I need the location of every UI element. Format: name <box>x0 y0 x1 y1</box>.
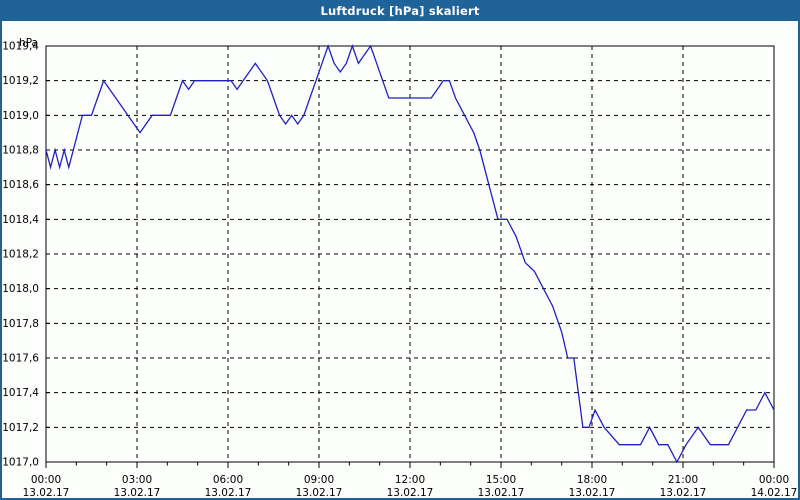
y-axis-tick-labels: 1019,4 1019,2 1019,0 1018,8 1018,6 1018,4 1018… <box>2 41 39 469</box>
x-axis-time-label: 00:00 <box>759 474 789 486</box>
x-axis-time-label: 00:00 <box>31 474 61 486</box>
y-axis-tick-label: 1017,2 <box>2 422 39 434</box>
y-axis-tick-label: 1017,6 <box>2 353 39 365</box>
plot-frame <box>45 45 775 463</box>
y-axis-tick-label: 1018,6 <box>2 179 39 191</box>
y-axis-tick-label: 1017,0 <box>2 457 39 469</box>
gridlines <box>46 45 774 463</box>
x-axis-date-label: 13.02.17 <box>387 487 434 498</box>
y-axis-tick-label: 1018,0 <box>2 283 39 295</box>
x-axis-time-label: 06:00 <box>213 474 243 486</box>
data-series-group <box>45 44 775 464</box>
x-axis-date-label: 13.02.17 <box>478 487 525 498</box>
y-axis-tick-label: 1019,2 <box>2 75 39 87</box>
y-axis-tick-label: 1017,4 <box>2 387 39 399</box>
x-axis-time-label: 12:00 <box>395 474 425 486</box>
y-axis-tick-label: 1019,0 <box>2 110 39 122</box>
window-title-bar: Luftdruck [hPa] skaliert <box>2 2 798 21</box>
pressure-line-chart: hPa 1019,4 1019,2 1019,0 1018,8 1018,6 1018,4… <box>2 37 798 498</box>
x-axis-date-label: 13.02.17 <box>296 487 343 498</box>
y-axis-tick-label: 1019,4 <box>2 41 39 53</box>
x-axis-time-label: 18:00 <box>577 474 607 486</box>
y-axis-unit-label: hPa <box>19 37 38 49</box>
x-axis-time-label: 09:00 <box>304 474 334 486</box>
plot-area: hPa 1019,4 1019,2 1019,0 1018,8 1018,6 1018,4… <box>2 21 798 498</box>
x-axis-date-label: 13.02.17 <box>114 487 161 498</box>
y-axis-tick-label: 1018,8 <box>2 145 39 157</box>
x-axis-date-label: 13.02.17 <box>660 487 707 498</box>
x-axis-date-label: 13.02.17 <box>205 487 252 498</box>
y-axis-tick-label: 1018,4 <box>2 214 39 226</box>
x-axis-date-label: 13.02.17 <box>23 487 70 498</box>
x-axis-date-label: 13.02.17 <box>569 487 616 498</box>
x-axis-time-label: 15:00 <box>486 474 516 486</box>
y-axis-tick-label: 1017,8 <box>2 318 39 330</box>
data-series-line <box>45 44 775 464</box>
plot-border <box>45 45 775 463</box>
x-axis-time-label: 03:00 <box>122 474 152 486</box>
x-axis-time-label: 21:00 <box>668 474 698 486</box>
y-axis-tick-label: 1018,2 <box>2 249 39 261</box>
x-axis-ticks <box>45 462 775 468</box>
y-axis-unit-group: hPa <box>19 37 38 49</box>
x-axis-date-label: 14.02.17 <box>751 487 798 498</box>
x-axis-tick-labels: 00:0013.02.1703:0013.02.1706:0013.02.170… <box>23 474 798 498</box>
